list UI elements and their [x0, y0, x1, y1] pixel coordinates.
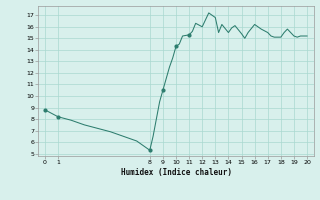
X-axis label: Humidex (Indice chaleur): Humidex (Indice chaleur)	[121, 168, 231, 177]
